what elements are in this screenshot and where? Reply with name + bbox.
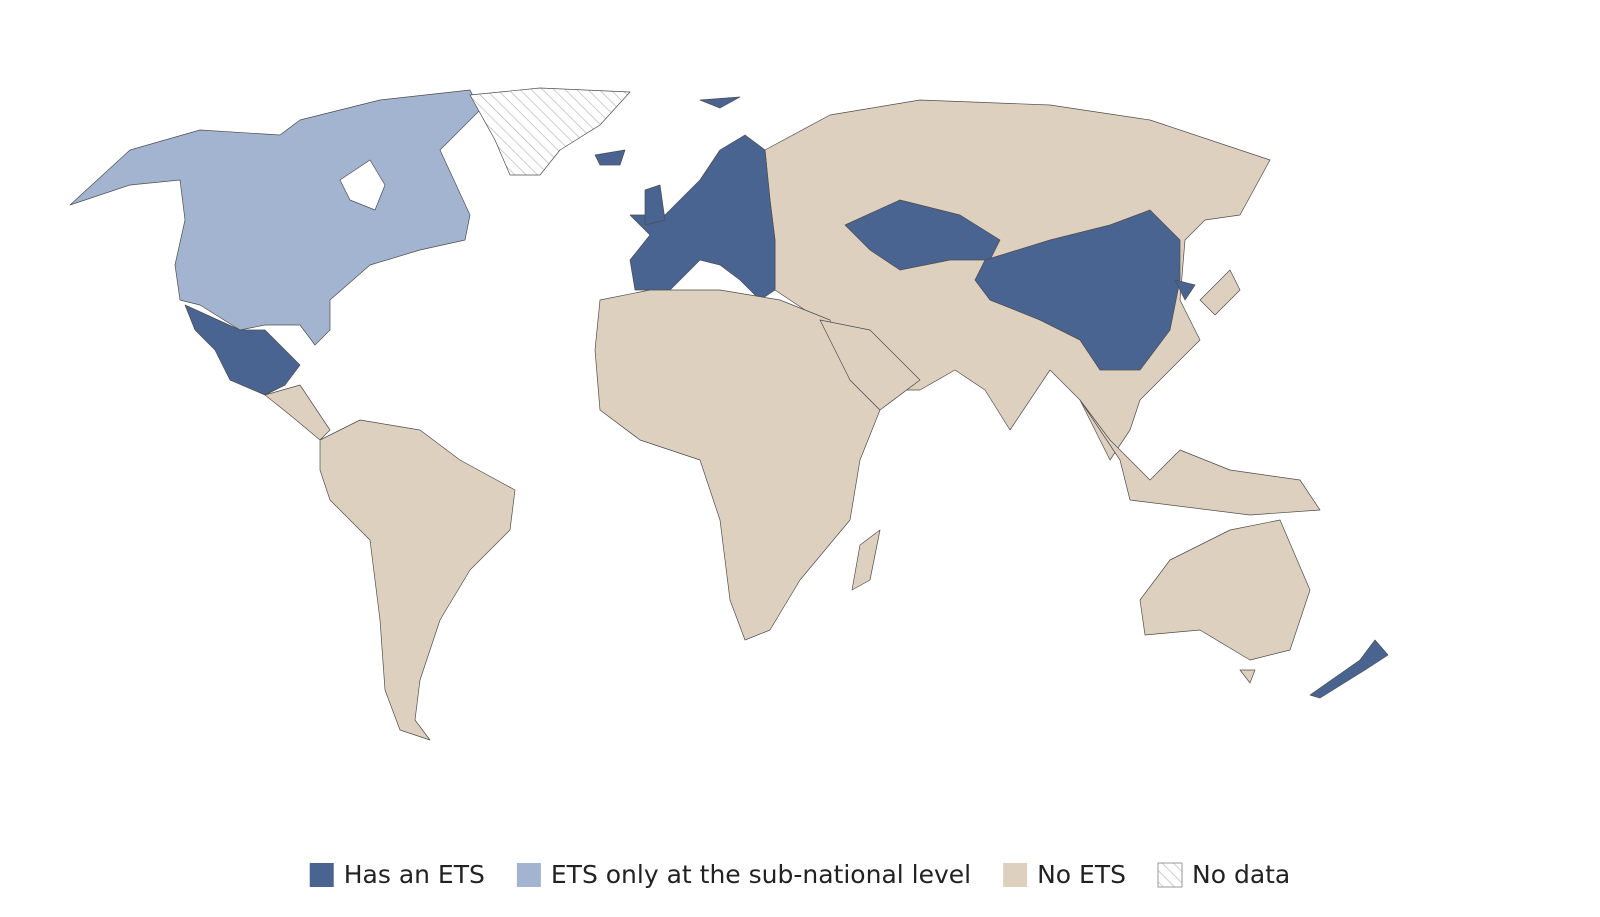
indonesia [1079, 399, 1321, 516]
south-america [319, 419, 516, 741]
japan [1199, 269, 1241, 316]
legend-swatch [309, 863, 334, 887]
greenland [469, 87, 631, 176]
iceland [594, 149, 626, 166]
uk [644, 184, 666, 226]
legend-swatch [1157, 862, 1183, 888]
svalbard [699, 96, 741, 109]
legend: Has an ETS ETS only at the sub-national l… [309, 860, 1290, 889]
africa [594, 289, 881, 641]
legend-label: No data [1192, 860, 1290, 889]
legend-swatch [516, 863, 541, 887]
legend-swatch [1003, 863, 1028, 887]
countries [69, 87, 1389, 741]
north-america [69, 89, 481, 346]
hudson-bay [339, 159, 386, 211]
europe [629, 134, 776, 301]
legend-label: Has an ETS [344, 860, 485, 889]
central-america [264, 384, 331, 441]
arabia [819, 319, 921, 411]
madagascar [851, 529, 881, 591]
korea [1174, 279, 1196, 301]
new-zealand [1309, 639, 1389, 699]
china [974, 209, 1181, 371]
legend-label: No ETS [1037, 860, 1126, 889]
australia [1139, 519, 1311, 661]
tasmania [1239, 669, 1256, 684]
mexico [184, 304, 301, 396]
legend-label: ETS only at the sub-national level [551, 860, 971, 889]
